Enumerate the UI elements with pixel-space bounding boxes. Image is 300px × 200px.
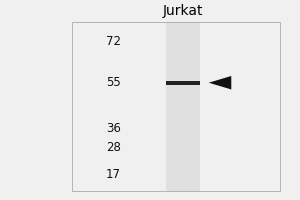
- Text: 36: 36: [106, 122, 121, 135]
- Bar: [166, 22, 200, 191]
- Text: 72: 72: [106, 35, 121, 48]
- Bar: [72, 22, 280, 191]
- Text: Jurkat: Jurkat: [163, 4, 203, 18]
- Text: 17: 17: [106, 168, 121, 181]
- Bar: [166, 81, 200, 85]
- Text: 55: 55: [106, 76, 121, 89]
- Polygon shape: [209, 76, 231, 89]
- Text: 28: 28: [106, 141, 121, 154]
